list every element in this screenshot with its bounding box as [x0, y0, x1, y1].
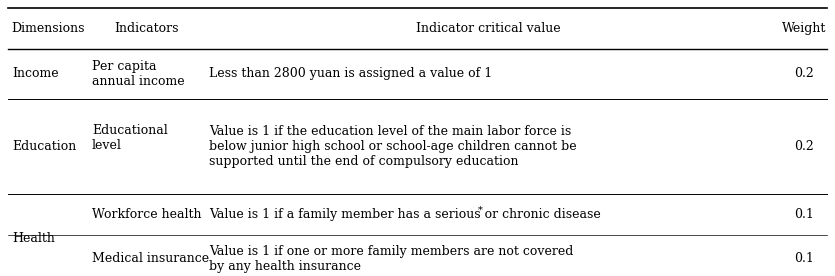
- Text: Educational
level: Educational level: [92, 124, 168, 152]
- Text: Health: Health: [13, 232, 55, 245]
- Text: Less than 2800 yuan is assigned a value of 1: Less than 2800 yuan is assigned a value …: [209, 67, 492, 80]
- Text: Value is 1 if the education level of the main labor force is
below junior high s: Value is 1 if the education level of the…: [209, 125, 576, 168]
- Text: Indicators: Indicators: [114, 22, 179, 35]
- Text: Dimensions: Dimensions: [11, 22, 85, 35]
- Text: Income: Income: [13, 67, 59, 80]
- Text: 0.1: 0.1: [794, 208, 813, 221]
- Text: 0.1: 0.1: [794, 252, 813, 265]
- Text: Education: Education: [13, 140, 77, 153]
- Text: Weight: Weight: [782, 22, 826, 35]
- Text: 0.2: 0.2: [794, 67, 813, 80]
- Text: Medical insurance: Medical insurance: [92, 252, 209, 265]
- Text: Workforce health: Workforce health: [92, 208, 201, 221]
- Text: Value is 1 if one or more family members are not covered
by any health insurance: Value is 1 if one or more family members…: [209, 245, 573, 273]
- Text: *: *: [478, 205, 483, 214]
- Text: Indicator critical value: Indicator critical value: [416, 22, 561, 35]
- Text: Value is 1 if a family member has a serious or chronic disease: Value is 1 if a family member has a seri…: [209, 208, 600, 221]
- Text: 0.2: 0.2: [794, 140, 813, 153]
- Text: Per capita
annual income: Per capita annual income: [92, 60, 185, 88]
